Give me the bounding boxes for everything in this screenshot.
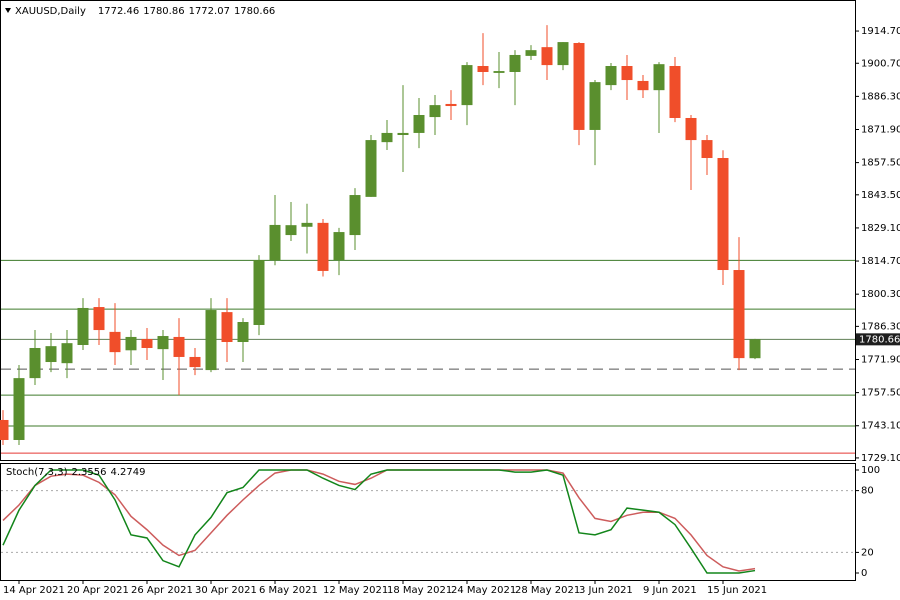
y-tick-label: 1914.70 [861,26,900,37]
ohlc-low: 1772.07 [189,6,230,17]
candle-body [541,47,553,66]
y-tick-label: 1900.70 [861,58,900,69]
price-label-bg [856,333,900,346]
x-tick-label: 30 Apr 2021 [195,585,257,596]
candle-body [173,336,185,357]
x-tick-label: 18 May 2021 [387,585,452,596]
candle-body [317,222,329,271]
candle-body [77,307,89,345]
x-tick-label: 26 Apr 2021 [131,585,193,596]
candle-body [589,82,601,130]
candle-body [157,336,169,350]
candle-body [205,310,217,371]
ohlc-high: 1780.86 [143,6,184,17]
candle-body [429,105,441,118]
candle-body [733,270,745,359]
y-tick-label: 1729.10 [861,453,900,464]
candle-body [445,103,457,107]
candle-body [653,64,665,91]
main-panel [0,0,856,461]
candle-body [301,222,313,227]
candle-body [461,65,473,106]
candle-body [333,232,345,261]
candle-body [349,195,361,236]
candle-body [141,339,153,348]
candle-body [189,356,201,368]
candle-body [477,66,489,72]
candle-body [669,66,681,118]
x-tick-label: 14 Apr 2021 [3,585,65,596]
y-tick-label: 1871.90 [861,124,900,135]
candle-body [29,347,41,379]
y-tick-label: 0 [861,568,867,579]
y-tick-label: 100 [861,465,880,476]
candle-body [573,43,585,130]
candle-body [61,343,73,364]
y-tick-label: 1843.50 [861,190,900,201]
y-tick-label: 80 [861,486,874,497]
candle-body [125,336,137,351]
candle-body [365,140,377,197]
x-tick-label: 6 May 2021 [259,585,318,596]
candle-body [253,260,265,325]
y-tick-label: 20 [861,547,874,558]
y-tick-label: 1757.50 [861,388,900,399]
candle-body [397,132,409,136]
y-tick-label: 1786.30 [861,321,900,332]
candle-body [269,224,281,261]
candle-body [557,42,569,66]
x-tick-label: 28 May 2021 [515,585,580,596]
y-tick-label: 1857.50 [861,158,900,169]
x-tick-label: 3 Jun 2021 [579,585,633,596]
price-label: 1780.66 [859,334,900,345]
candle-body [605,66,617,86]
stoch-line [2,469,756,572]
x-tick-label: 12 May 2021 [323,585,388,596]
candle-body [621,66,633,81]
y-tick-label: 1771.90 [861,354,900,365]
candle-body [493,71,505,73]
candle-body [221,312,233,343]
y-tick-label: 1800.30 [861,289,900,300]
stoch-panel [0,463,856,581]
ohlc-open: 1772.46 [98,6,139,17]
candle-body [509,54,521,72]
chart-header: XAUUSD,Daily 1772.46 1780.86 1772.07 1780.66 [15,6,275,17]
y-tick-label: 1743.10 [861,421,900,432]
candle-body [701,140,713,159]
candle-body [237,322,249,343]
candle-body [13,378,25,440]
x-tick-label: 24 May 2021 [451,585,516,596]
header-icon [5,8,11,13]
indicator-value: 2.3556 [71,467,106,478]
candle-body [637,80,649,91]
y-tick-label: 1886.30 [861,91,900,102]
ohlc-close: 1780.66 [234,6,275,17]
y-tick-label: 1829.10 [861,223,900,234]
candle-body [0,419,9,440]
candle-body [413,115,425,133]
indicator-value: 4.2749 [110,467,145,478]
candle-body [685,117,697,141]
indicator-label: Stoch(7,3,3) 2.3556 4.2749 [6,467,145,478]
candle-body [109,331,121,353]
candle-body [749,339,761,359]
y-tick-label: 1814.70 [861,256,900,267]
x-tick-label: 15 Jun 2021 [707,585,767,596]
candle-body [717,158,729,271]
stoch-line [2,469,756,574]
candle-body [381,132,393,143]
candle-body [285,225,297,236]
x-tick-label: 9 Jun 2021 [643,585,697,596]
candle-body [525,50,537,56]
x-tick-label: 20 Apr 2021 [67,585,129,596]
candle-body [93,307,105,331]
indicator-name: Stoch(7,3,3) [6,467,68,478]
symbol: XAUUSD,Daily [15,6,86,17]
candle-body [45,346,57,363]
